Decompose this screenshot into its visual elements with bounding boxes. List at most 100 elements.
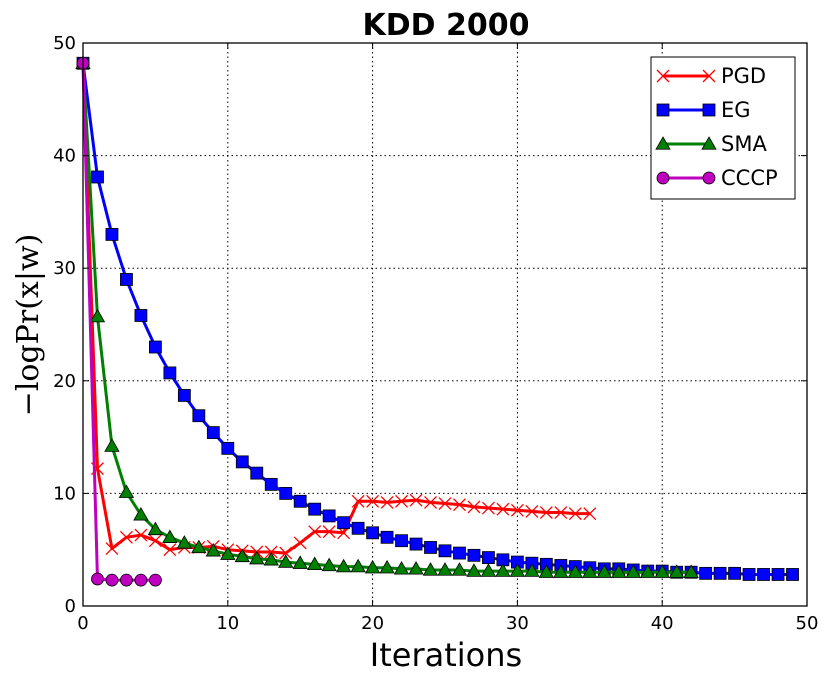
eg-point-12 bbox=[250, 466, 264, 480]
eg-point-6 bbox=[163, 366, 177, 380]
cccp-point-5 bbox=[148, 573, 162, 587]
eg-point-18 bbox=[337, 516, 351, 530]
series-sma bbox=[75, 55, 699, 578]
eg-point-11 bbox=[235, 455, 249, 469]
eg-point-25 bbox=[438, 544, 452, 558]
pgd-point-30 bbox=[510, 503, 524, 517]
pgd-point-31 bbox=[525, 504, 539, 518]
pgd-point-3 bbox=[119, 530, 133, 544]
pgd-point-6 bbox=[163, 543, 177, 557]
sma-point-11 bbox=[234, 548, 250, 563]
sma-point-39 bbox=[640, 564, 656, 578]
y-tick-label-10: 10 bbox=[53, 483, 76, 504]
sma-point-29 bbox=[495, 563, 511, 577]
pgd-point-33 bbox=[554, 506, 568, 520]
series-eg bbox=[76, 56, 799, 581]
sma-point-4 bbox=[133, 506, 149, 521]
series-cccp bbox=[76, 56, 162, 587]
x-axis-label: Iterations bbox=[370, 636, 522, 674]
eg-point-10 bbox=[221, 441, 235, 455]
eg-point-3 bbox=[120, 273, 133, 286]
legend-label-cccp: CCCP bbox=[721, 166, 778, 190]
eg-point-43 bbox=[699, 566, 713, 580]
eg-point-15 bbox=[293, 494, 307, 508]
eg-point-24 bbox=[424, 541, 437, 554]
x-tick-label-30: 30 bbox=[506, 613, 529, 634]
eg-point-21 bbox=[380, 530, 394, 544]
sma-point-28 bbox=[480, 563, 497, 577]
pgd-point-20 bbox=[366, 494, 380, 508]
pgd-point-5 bbox=[148, 534, 162, 548]
sma-point-42 bbox=[683, 564, 699, 578]
sma-point-1 bbox=[89, 308, 106, 323]
eg-point-2 bbox=[105, 228, 119, 241]
pgd-point-28 bbox=[481, 501, 495, 515]
pgd-point-29 bbox=[496, 502, 510, 516]
eg-point-19 bbox=[351, 521, 365, 535]
eg-point-46 bbox=[742, 568, 756, 581]
sma-point-22 bbox=[393, 561, 410, 575]
sma-point-30 bbox=[509, 563, 526, 577]
eg-point-28 bbox=[482, 551, 495, 564]
eg-point-20 bbox=[366, 526, 380, 540]
sma-point-20 bbox=[364, 559, 381, 574]
sma-point-5 bbox=[147, 521, 164, 536]
legend-marker-right-sma bbox=[701, 136, 717, 150]
sma-point-33 bbox=[553, 564, 569, 578]
sma-point-26 bbox=[451, 562, 468, 576]
y-tick-label-20: 20 bbox=[53, 371, 76, 392]
cccp-point-2 bbox=[105, 573, 119, 587]
eg-point-27 bbox=[467, 548, 481, 562]
cccp-point-1 bbox=[91, 572, 104, 586]
sma-point-41 bbox=[668, 564, 685, 578]
pgd-point-14 bbox=[279, 546, 293, 560]
sma-point-9 bbox=[205, 543, 222, 557]
eg-point-9 bbox=[206, 426, 220, 439]
x-tick-label-20: 20 bbox=[361, 613, 384, 634]
eg-point-5 bbox=[148, 340, 162, 354]
legend-marker-right-eg bbox=[702, 103, 716, 117]
sma-point-32 bbox=[538, 564, 555, 578]
sma-point-15 bbox=[292, 555, 308, 569]
pgd-point-2 bbox=[105, 542, 119, 556]
series-layer bbox=[75, 55, 799, 587]
sma-point-10 bbox=[220, 546, 236, 560]
legend-marker-right-cccp bbox=[702, 171, 716, 185]
legend-marker-left-eg bbox=[656, 103, 670, 117]
pgd-point-32 bbox=[539, 506, 553, 520]
legend-marker-left-pgd bbox=[656, 69, 670, 83]
pgd-point-4 bbox=[134, 528, 148, 542]
sma-point-3 bbox=[118, 484, 135, 498]
sma-point-24 bbox=[422, 562, 439, 576]
sma-point-16 bbox=[306, 556, 323, 570]
pgd-point-13 bbox=[264, 545, 278, 559]
sma-point-31 bbox=[524, 563, 540, 577]
sma-point-13 bbox=[263, 552, 279, 566]
sma-point-40 bbox=[654, 564, 670, 578]
sma-point-12 bbox=[249, 550, 265, 565]
pgd-point-23 bbox=[409, 493, 423, 507]
y-tick-label-30: 30 bbox=[53, 258, 76, 279]
y-tick-label-40: 40 bbox=[53, 146, 76, 167]
pgd-point-15 bbox=[293, 536, 307, 550]
sma-point-8 bbox=[191, 539, 207, 554]
eg-point-13 bbox=[264, 477, 278, 491]
sma-point-27 bbox=[466, 563, 482, 577]
eg-point-1 bbox=[91, 170, 104, 184]
pgd-point-17 bbox=[322, 525, 336, 539]
legend-label-eg: EG bbox=[721, 98, 751, 122]
series-pgd bbox=[76, 56, 597, 560]
sma-point-19 bbox=[350, 558, 366, 573]
cccp-point-3 bbox=[120, 573, 133, 587]
eg-point-16 bbox=[308, 502, 322, 516]
sma-point-38 bbox=[625, 564, 641, 578]
eg-point-4 bbox=[134, 309, 148, 322]
x-tick-label-50: 50 bbox=[796, 613, 819, 634]
sma-point-14 bbox=[278, 554, 294, 568]
sma-point-23 bbox=[408, 561, 424, 575]
legend-box bbox=[650, 56, 796, 200]
eg-point-49 bbox=[786, 568, 799, 581]
pgd-point-26 bbox=[453, 498, 466, 512]
eg-point-45 bbox=[728, 566, 741, 580]
